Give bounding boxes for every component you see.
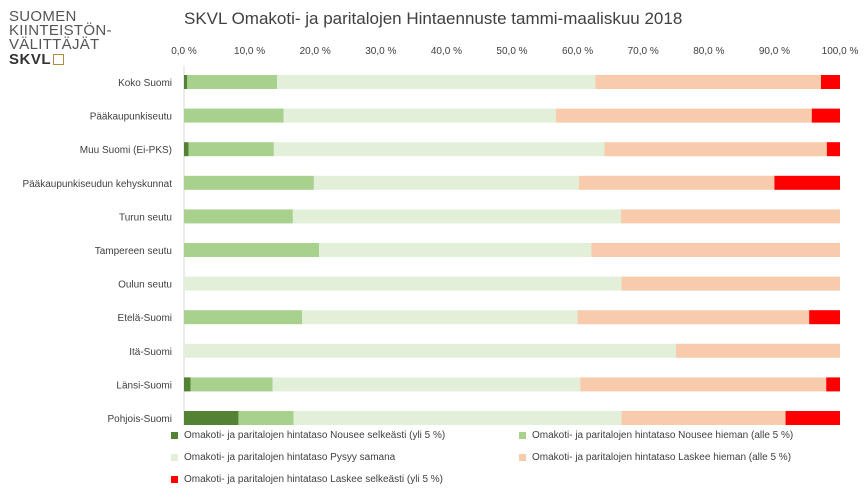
bar-segment <box>676 343 840 358</box>
bar-segment <box>184 75 188 89</box>
bar-segment <box>621 276 840 291</box>
bar-segment <box>811 108 840 123</box>
skvl-logo: SUOMEN KIINTEISTÖN- VÄLITTÄJÄT SKVL <box>9 8 129 68</box>
legend-swatch <box>171 432 178 439</box>
legend-swatch <box>171 454 178 461</box>
bar-segment <box>184 411 239 425</box>
bar-segment <box>292 209 621 224</box>
bar-segment <box>184 343 676 358</box>
category-label: Tampereen seutu <box>95 246 172 257</box>
category-label: Itä-Suomi <box>129 347 172 358</box>
bar-segment <box>184 142 189 157</box>
bar-segment <box>238 411 294 425</box>
bar-segment <box>273 142 605 157</box>
x-tick-label: 90,0 % <box>759 46 790 57</box>
legend-label: Omakoti- ja paritalojen hintataso Laskee… <box>532 452 792 463</box>
bar-segment <box>184 377 191 392</box>
bar-segment <box>184 243 320 257</box>
bar-segment <box>578 175 775 190</box>
bar-segment <box>826 377 840 392</box>
legend-label: Omakoti- ja paritalojen hintataso Pysyy … <box>184 452 396 463</box>
category-label: Oulun seutu <box>118 280 172 291</box>
category-label: Pohjois-Suomi <box>108 414 172 425</box>
house-icon <box>53 54 65 65</box>
logo-brand: SKVL <box>9 51 129 68</box>
bar-segment <box>604 142 827 157</box>
bar-segment <box>283 108 556 123</box>
x-tick-label: 70,0 % <box>628 46 659 57</box>
legend-swatch <box>171 476 178 483</box>
bar-segment <box>591 243 840 257</box>
x-tick-label: 30,0 % <box>365 46 396 57</box>
bar-segment <box>272 377 581 392</box>
legend-swatch <box>519 454 526 461</box>
bar-segment <box>184 108 284 123</box>
legend-item: Omakoti- ja paritalojen hintataso Nousee… <box>171 430 445 441</box>
legend-label: Omakoti- ja paritalojen hintataso Nousee… <box>532 430 794 441</box>
legend-item: Omakoti- ja paritalojen hintataso Laskee… <box>519 452 791 463</box>
logo-brand-text: SKVL <box>9 51 52 68</box>
bar-segment <box>184 276 622 291</box>
logo-line-2: KIINTEISTÖN- <box>9 22 112 39</box>
bar-segment <box>184 209 293 224</box>
category-label: Koko Suomi <box>118 78 172 89</box>
category-label: Pääkaupunkiseutu <box>90 112 172 123</box>
legend-label: Omakoti- ja paritalojen hintataso Nousee… <box>184 430 446 441</box>
chart-title: SKVL Omakoti- ja paritalojen Hintaennust… <box>184 9 683 28</box>
bar-segment <box>293 411 622 425</box>
x-tick-label: 20,0 % <box>300 46 331 57</box>
bar-segment <box>313 175 579 190</box>
category-label: Turun seutu <box>119 212 172 223</box>
bar-segment <box>820 75 840 89</box>
category-label: Etelä-Suomi <box>118 313 172 324</box>
logo-line-3: VÄLITTÄJÄT <box>9 36 100 53</box>
bar-segment <box>785 411 840 425</box>
bar-segment <box>774 175 840 190</box>
category-label: Muu Suomi (Ei-PKS) <box>80 145 172 156</box>
bar-segment <box>621 411 786 425</box>
logo-line-1: SUOMEN <box>9 8 77 25</box>
legend-item: Omakoti- ja paritalojen hintataso Laskee… <box>171 474 443 485</box>
legend-item: Omakoti- ja paritalojen hintataso Pysyy … <box>171 452 395 463</box>
x-tick-label: 40,0 % <box>431 46 462 57</box>
bar-segment <box>809 310 840 325</box>
bar-segment <box>620 209 840 224</box>
bar-segment <box>190 377 273 392</box>
bar-segment <box>577 310 810 325</box>
bar-segment <box>184 175 314 190</box>
bar-segment <box>580 377 827 392</box>
x-tick-label: 0,0 % <box>171 46 197 57</box>
bar-segment <box>595 75 821 89</box>
x-tick-label: 10,0 % <box>234 46 265 57</box>
category-label: Pääkaupunkiseudun kehyskunnat <box>22 179 172 190</box>
category-label: Länsi-Suomi <box>116 380 172 391</box>
legend-label: Omakoti- ja paritalojen hintataso Laskee… <box>184 474 444 485</box>
legend-swatch <box>519 432 526 439</box>
bar-segment <box>184 310 303 325</box>
x-tick-label: 60,0 % <box>562 46 593 57</box>
bar-segment <box>319 243 592 257</box>
legend-item: Omakoti- ja paritalojen hintataso Nousee… <box>519 430 793 441</box>
x-tick-label: 80,0 % <box>693 46 724 57</box>
bar-segment <box>826 142 840 157</box>
bar-segment <box>188 142 274 157</box>
x-tick-label: 50,0 % <box>496 46 527 57</box>
bar-segment <box>187 75 278 89</box>
bar-segment <box>302 310 578 325</box>
bar-segment <box>277 75 596 89</box>
bar-segment <box>555 108 812 123</box>
x-tick-label: 100,0 % <box>822 46 859 57</box>
